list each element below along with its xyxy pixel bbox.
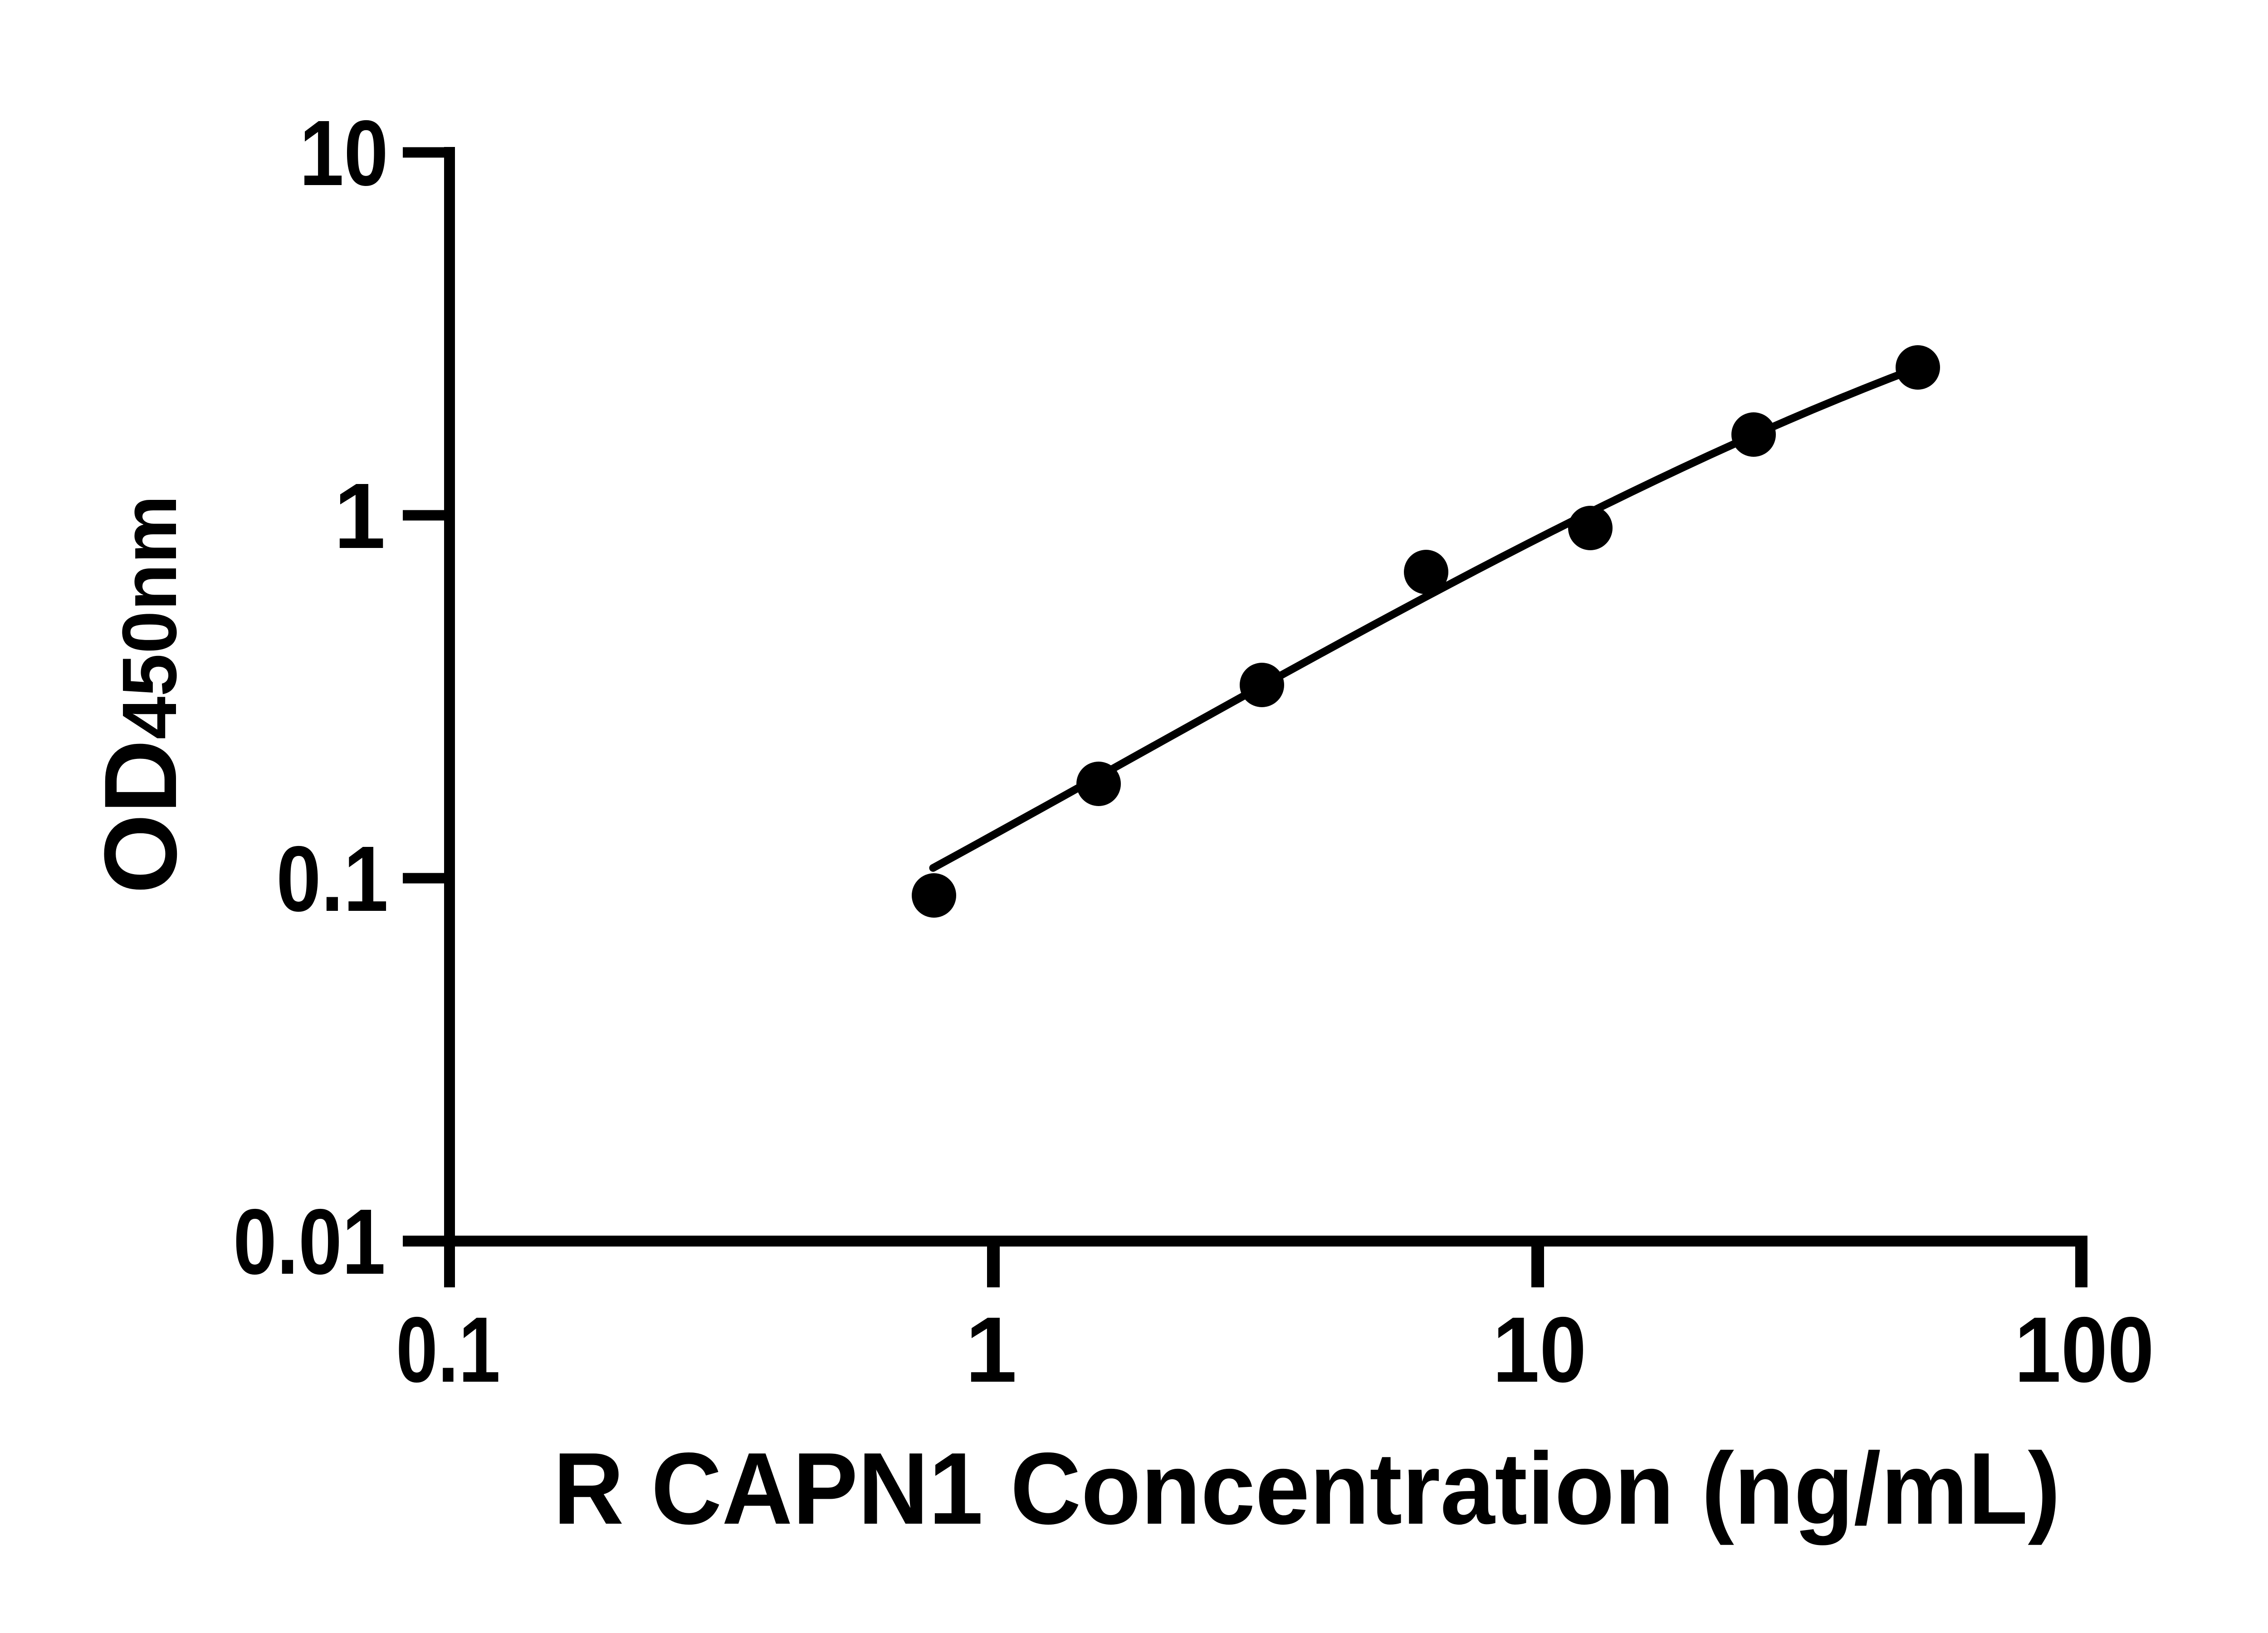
svg-text:1: 1 [965, 1298, 1017, 1402]
svg-text:R CAPN1 Concentration (ng/mL): R CAPN1 Concentration (ng/mL) [553, 1431, 2061, 1545]
svg-text:OD450nm: OD450nm [83, 495, 198, 894]
svg-text:1: 1 [334, 464, 386, 568]
svg-text:100: 100 [2014, 1298, 2154, 1402]
svg-text:10: 10 [299, 101, 388, 205]
svg-text:0.01: 0.01 [233, 1190, 386, 1294]
svg-text:0.1: 0.1 [276, 827, 388, 931]
svg-text:0.1: 0.1 [396, 1298, 500, 1402]
svg-text:10: 10 [1493, 1298, 1587, 1402]
